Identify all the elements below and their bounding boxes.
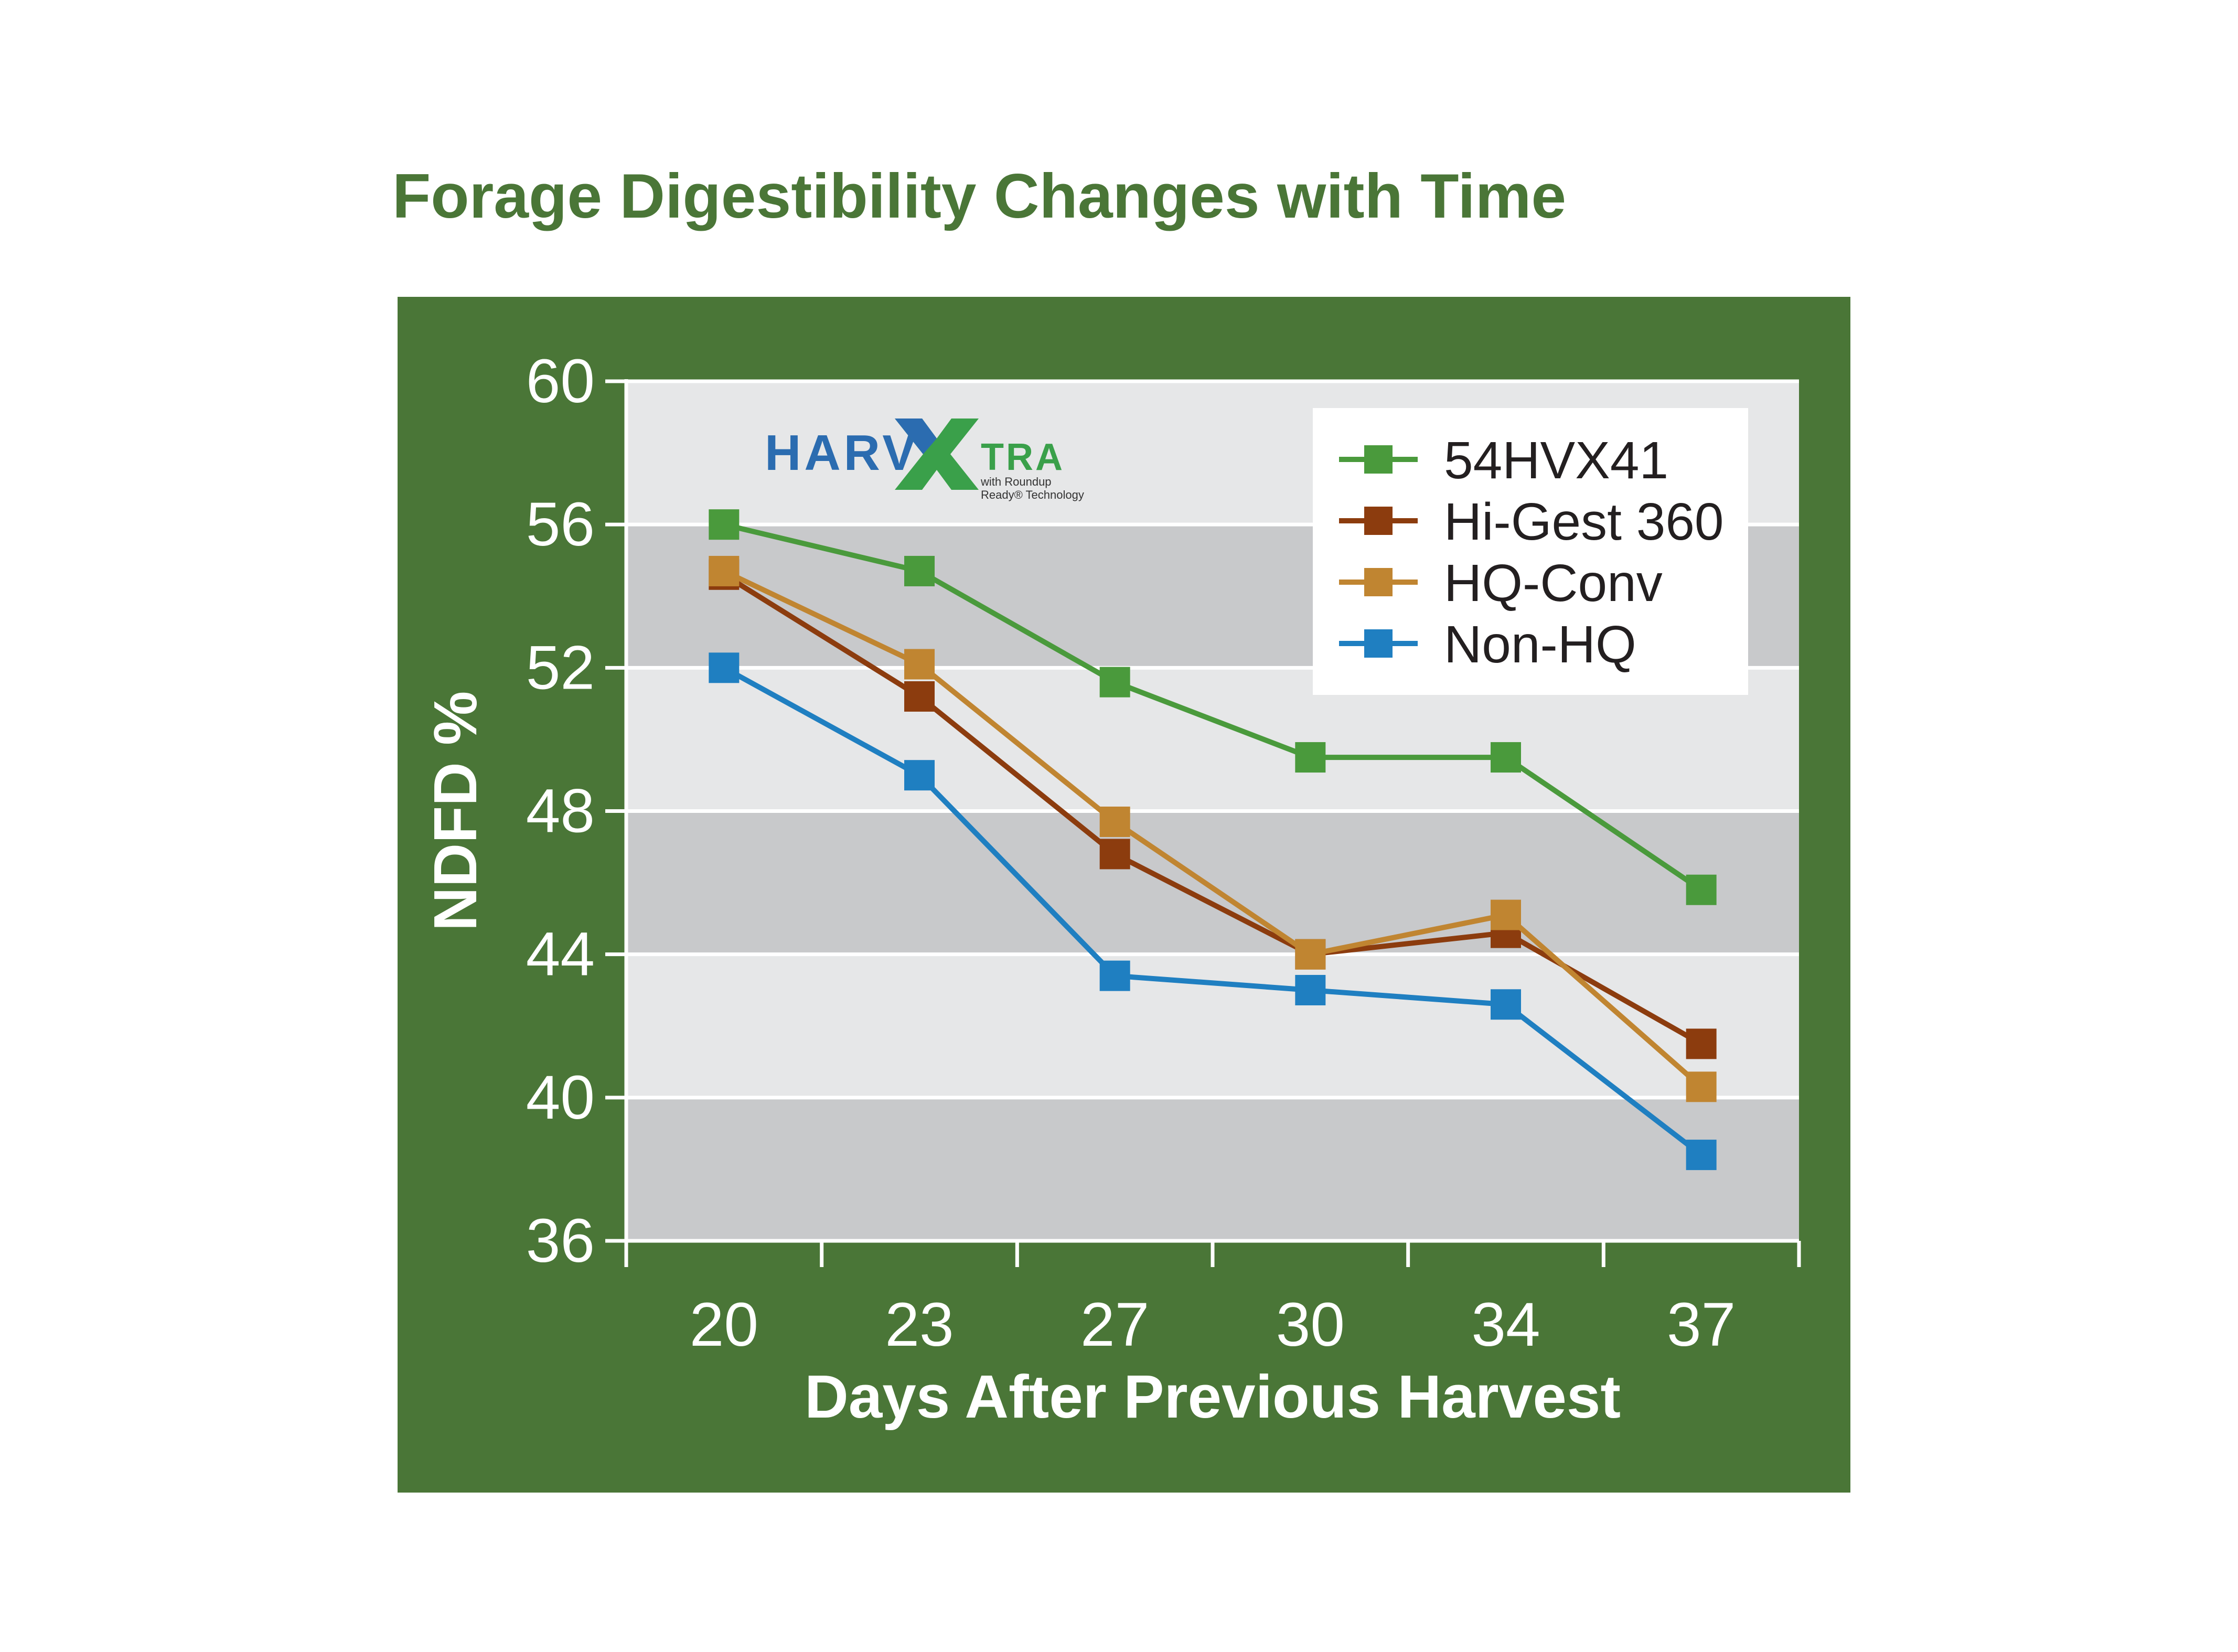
chart-panel: 36 40 44 48 52 56 60 20 23 27 30 34 37 HARV TRA with … xyxy=(398,297,1850,1493)
y-tick-label: 40 xyxy=(526,1063,595,1132)
x-tick-label: 34 xyxy=(1471,1290,1540,1359)
legend-marker xyxy=(1364,629,1393,658)
y-tick-label: 60 xyxy=(526,347,595,416)
y-tick-label: 48 xyxy=(526,777,595,846)
data-point-marker xyxy=(709,555,740,586)
series-non-hq xyxy=(709,652,1717,1171)
data-point-marker xyxy=(1686,1140,1717,1171)
logo-text-left: HARV xyxy=(765,425,919,481)
data-point-marker xyxy=(1686,1071,1717,1102)
data-point-marker xyxy=(1099,806,1130,837)
data-point-marker xyxy=(709,509,740,540)
line-chart: 36 40 44 48 52 56 60 20 23 27 30 34 37 HARV TRAwith … xyxy=(398,297,1850,1493)
legend-label: HQ-Conv xyxy=(1444,554,1663,613)
series-line xyxy=(722,572,1703,1046)
logo-subtext: with Roundup xyxy=(980,475,1052,488)
series-line xyxy=(722,665,1703,1157)
data-point-marker xyxy=(1491,989,1521,1020)
data-point-marker xyxy=(1099,960,1130,991)
logo-x-accent xyxy=(895,419,937,454)
data-point-marker xyxy=(1099,667,1130,698)
data-point-marker xyxy=(1295,742,1326,773)
data-point-marker xyxy=(1491,742,1521,773)
data-point-marker xyxy=(904,649,935,680)
series-hq-conv xyxy=(709,555,1717,1102)
legend-marker xyxy=(1364,445,1393,474)
plot-band xyxy=(626,811,1799,954)
y-tick-label: 36 xyxy=(526,1206,595,1275)
data-point-marker xyxy=(1295,974,1326,1005)
x-tick-label: 37 xyxy=(1667,1290,1736,1359)
series-line xyxy=(723,568,1703,1089)
y-tick-label: 52 xyxy=(526,633,595,702)
x-tick-label: 23 xyxy=(885,1290,954,1359)
x-tick-label: 27 xyxy=(1080,1290,1149,1359)
legend-label: Non-HQ xyxy=(1444,615,1636,674)
y-tick-label: 44 xyxy=(526,920,595,989)
data-point-marker xyxy=(1491,899,1521,930)
data-point-marker xyxy=(1686,874,1717,905)
legend-marker xyxy=(1364,507,1393,535)
data-point-marker xyxy=(1686,1028,1717,1059)
data-point-marker xyxy=(709,652,740,683)
series-line xyxy=(723,522,1703,892)
legend-marker xyxy=(1364,568,1393,596)
data-point-marker xyxy=(904,555,935,586)
x-tick-label: 20 xyxy=(690,1290,758,1359)
plot-band xyxy=(626,954,1799,1098)
logo-text-right: TRA xyxy=(981,436,1065,478)
chart-title: Forage Digestibility Changes with Time xyxy=(392,161,1567,231)
data-point-marker xyxy=(904,760,935,791)
legend-label: Hi-Gest 360 xyxy=(1444,492,1724,551)
data-point-marker xyxy=(1295,939,1326,970)
x-tick-label: 30 xyxy=(1276,1290,1345,1359)
logo-subtext: Ready® Technology xyxy=(981,488,1084,501)
plot-band xyxy=(626,1097,1799,1241)
legend-label: 54HVX41 xyxy=(1444,431,1668,490)
series-54hvx41 xyxy=(709,509,1717,905)
data-point-marker xyxy=(1099,839,1130,870)
y-axis-label: NDFD % xyxy=(421,691,489,931)
y-tick-label: 56 xyxy=(526,490,595,559)
data-point-marker xyxy=(904,681,935,712)
x-axis-label: Days After Previous Harvest xyxy=(805,1363,1621,1431)
